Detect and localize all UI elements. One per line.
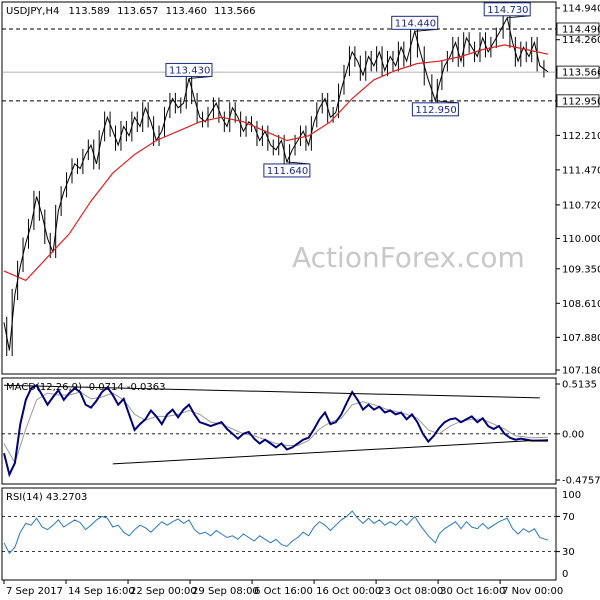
rsi-tick-label: 0 <box>562 569 568 580</box>
price-tick-label: 114.260 <box>562 35 600 46</box>
price-plot: 113.430 111.640 114.440 112.950 114.730 <box>2 2 556 357</box>
macd-upper-trendline <box>3 384 540 399</box>
close-value: 113.566 <box>214 6 255 17</box>
annotation-label: 114.730 <box>487 5 528 16</box>
high-value: 113.657 <box>117 6 158 17</box>
axes: 114.940114.260113.600112.950112.210111.4… <box>3 4 600 597</box>
annotation-label: 111.640 <box>267 166 308 177</box>
x-tick-label: 22 Sep 00:00 <box>130 586 197 597</box>
x-tick-label: 30 Oct 16:00 <box>440 586 505 597</box>
annotation-box <box>263 163 311 178</box>
rsi-panel-frame <box>1 487 557 581</box>
rsi-tick-label: 30 <box>562 547 575 558</box>
low-value: 113.460 <box>166 6 207 17</box>
macd-tick-label: -0.4757 <box>562 476 600 487</box>
price-tick-label: 107.880 <box>562 333 600 344</box>
resistance-price-label-box <box>556 22 600 36</box>
annotation-box <box>483 2 531 17</box>
macd-tick-label: 0.5135 <box>562 380 597 391</box>
rsi-plot <box>2 510 556 555</box>
open-value: 113.589 <box>69 6 110 17</box>
price-panel-frame <box>1 1 557 375</box>
price-tick-label: 110.720 <box>562 200 600 211</box>
price-tick-label: 109.350 <box>562 264 600 275</box>
rsi-line <box>3 510 549 555</box>
symbol-label: USDJPY <box>6 6 43 17</box>
x-tick-label: 7 Nov 00:00 <box>502 586 563 597</box>
macd-line <box>3 383 548 478</box>
x-tick-label: 7 Sep 2017 <box>6 586 63 597</box>
x-tick-label: 23 Oct 08:00 <box>378 586 443 597</box>
rsi-panel-header: RSI(14) 43.2703 <box>6 492 87 503</box>
price-series-line <box>3 16 549 351</box>
macd-lower-trendline <box>112 439 549 465</box>
macd-signal-line <box>3 391 549 465</box>
annotation-box <box>165 62 213 77</box>
price-tick-label: 111.470 <box>562 165 600 176</box>
annotation-label: 114.440 <box>395 18 436 29</box>
x-tick-label: 6 Oct 16:00 <box>254 586 313 597</box>
timeframe-label: H4 <box>45 6 59 17</box>
rsi-tick-label: 70 <box>562 512 575 523</box>
annotation-box <box>411 102 459 117</box>
annotation-box <box>391 15 439 30</box>
watermark: ActionForex.com <box>292 241 525 274</box>
price-tick-label: 107.180 <box>562 366 600 377</box>
x-tick-label: 16 Oct 00:00 <box>316 586 381 597</box>
rsi-tick-label: 100 <box>562 490 581 501</box>
support-price-label: 112.950 <box>562 96 600 107</box>
macd-panel-frame <box>1 377 557 485</box>
macd-plot <box>2 383 556 478</box>
x-tick-label: 14 Sep 16:00 <box>68 586 135 597</box>
annotation-label: 113.430 <box>169 65 210 76</box>
moving-average-line <box>3 44 549 282</box>
annotation-label: 112.950 <box>415 105 456 116</box>
support-price-label-box <box>556 94 600 108</box>
current-price-label: 113.566 <box>562 68 600 79</box>
price-tick-label: 108.610 <box>562 299 600 310</box>
price-tick-label: 114.940 <box>562 4 600 15</box>
price-tick-label: 112.210 <box>562 131 600 142</box>
price-tick-label: 110.000 <box>562 234 600 245</box>
current-price-label-box <box>556 65 600 79</box>
resistance-price-label: 114.490 <box>562 24 600 35</box>
macd-tick-label: 0.00 <box>562 429 584 440</box>
price-panel-header: USDJPY,H4 113.589 113.657 113.460 113.56… <box>6 6 256 17</box>
x-tick-label: 29 Sep 08:00 <box>192 586 259 597</box>
